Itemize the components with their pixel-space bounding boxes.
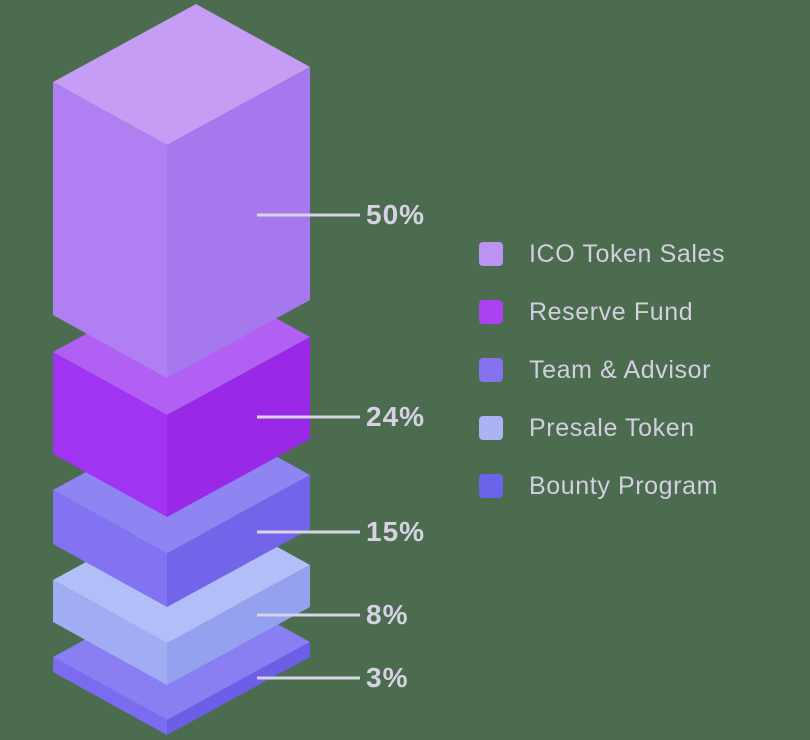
block-team-advisor-right: [167, 475, 310, 607]
percent-label-ico-token-sales: 50%: [366, 199, 426, 230]
block-reserve-fund-right: [167, 337, 310, 517]
legend-swatch-ico-token-sales: [479, 242, 503, 266]
block-ico-token-sales-left: [53, 82, 167, 378]
percent-label-presale-token: 8%: [366, 599, 409, 630]
legend-label-team-advisor: Team & Advisor: [529, 356, 712, 384]
block-ico-token-sales-top: [53, 4, 310, 145]
connector-lines: [257, 213, 360, 680]
block-bounty-program-right: [167, 642, 310, 735]
legend-item-presale-token: Presale Token: [479, 414, 725, 442]
percent-label-reserve-fund: 24%: [366, 401, 426, 432]
legend-label-reserve-fund: Reserve Fund: [529, 298, 694, 326]
block-bounty-program-left: [53, 657, 167, 735]
block-team-advisor-left: [53, 490, 167, 607]
legend-swatch-reserve-fund: [479, 300, 503, 324]
legend-label-presale-token: Presale Token: [529, 414, 695, 442]
legend-swatch-team-advisor: [479, 358, 503, 382]
legend-swatch-presale-token: [479, 416, 503, 440]
percent-label-bounty-program: 3%: [366, 662, 409, 693]
legend-item-ico-token-sales: ICO Token Sales: [479, 240, 726, 268]
legend-item-reserve-fund: Reserve Fund: [479, 298, 725, 326]
block-ico-token-sales-right: [167, 67, 310, 378]
percent-label-team-advisor: 15%: [366, 516, 426, 547]
legend-item-bounty-program: Bounty Program: [479, 472, 725, 500]
block-presale-token-left: [53, 580, 167, 685]
block-presale-token-right: [167, 565, 310, 685]
legend: ICO Token Sales Reserve Fund Team & Advi…: [479, 240, 726, 500]
legend-item-team-advisor: Team & Advisor: [479, 356, 725, 384]
block-ico-token-sales: [53, 4, 310, 378]
legend-label-bounty-program: Bounty Program: [529, 472, 719, 500]
block-reserve-fund-left: [53, 352, 167, 517]
legend-label-ico-token-sales: ICO Token Sales: [529, 240, 726, 268]
legend-swatch-bounty-program: [479, 474, 503, 498]
